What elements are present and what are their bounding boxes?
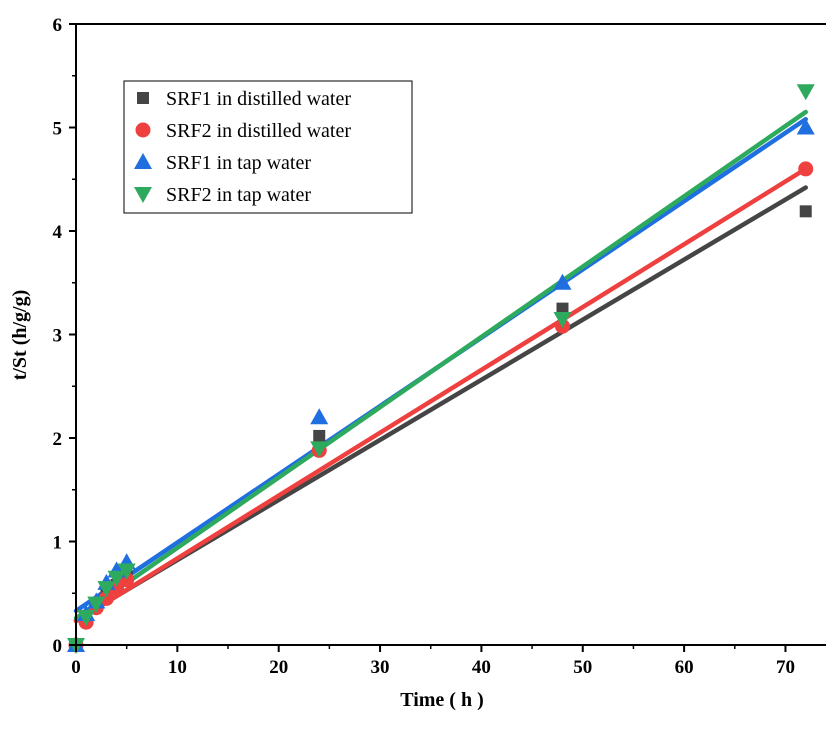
data-point-series-4: [77, 610, 96, 627]
x-tick-label: 20: [269, 657, 288, 678]
x-tick-label: 50: [573, 657, 592, 678]
data-point-series-3: [796, 118, 815, 135]
y-tick-label: 3: [53, 326, 63, 347]
y-tick-label: 5: [53, 119, 63, 140]
data-point-series-2: [98, 590, 114, 606]
fit-line-series-2: [73, 166, 808, 624]
data-points: [67, 84, 815, 654]
data-point-series-4: [87, 596, 106, 613]
legend-marker-series-2: [135, 122, 151, 138]
data-point-series-4: [117, 563, 136, 580]
legend: SRF1 in distilled water SRF2 in distilled…: [123, 80, 413, 214]
data-point-series-4: [97, 581, 116, 598]
y-tick-label: 1: [53, 533, 63, 554]
legend-box: [123, 80, 413, 214]
legend-marker-series-3: [134, 153, 152, 169]
x-tick-label: 30: [371, 657, 390, 678]
fit-lines: [73, 109, 808, 624]
data-point-series-4: [553, 311, 572, 328]
legend-marker-series-4: [134, 187, 152, 203]
fit-line-series-4: [73, 109, 808, 621]
legend-label-series-4: SRF2 in tap water: [166, 184, 311, 206]
x-tick-label: 0: [71, 657, 81, 678]
data-point-series-3: [310, 408, 329, 425]
axes: 0 10 20 30 40 50 60 70 0 1 2 3 4 5 6: [53, 15, 826, 678]
x-tick-label: 10: [168, 657, 187, 678]
data-point-series-1: [313, 429, 326, 442]
data-point-series-1: [799, 205, 812, 218]
y-tick-label: 0: [53, 636, 63, 657]
y-tick-label: 2: [53, 429, 63, 450]
data-point-series-4: [310, 441, 329, 458]
y-axis-title: t/St (h/g/g): [9, 290, 31, 381]
data-point-series-4: [107, 570, 126, 587]
x-axis-title: Time ( h ): [400, 689, 484, 711]
x-tick-label: 60: [675, 657, 694, 678]
y-tick-label: 4: [53, 222, 63, 243]
data-point-series-3: [553, 273, 572, 290]
legend-label-series-1: SRF1 in distilled water: [166, 88, 351, 110]
data-point-series-4: [796, 84, 815, 101]
data-point-series-1: [556, 302, 569, 315]
x-tick-label: 40: [472, 657, 491, 678]
x-tick-label: 70: [776, 657, 795, 678]
data-point-series-2: [798, 161, 814, 177]
legend-label-series-3: SRF1 in tap water: [166, 152, 311, 174]
legend-label-series-2: SRF2 in distilled water: [166, 120, 351, 142]
y-tick-label: 6: [53, 15, 63, 36]
legend-marker-series-1: [137, 92, 149, 104]
